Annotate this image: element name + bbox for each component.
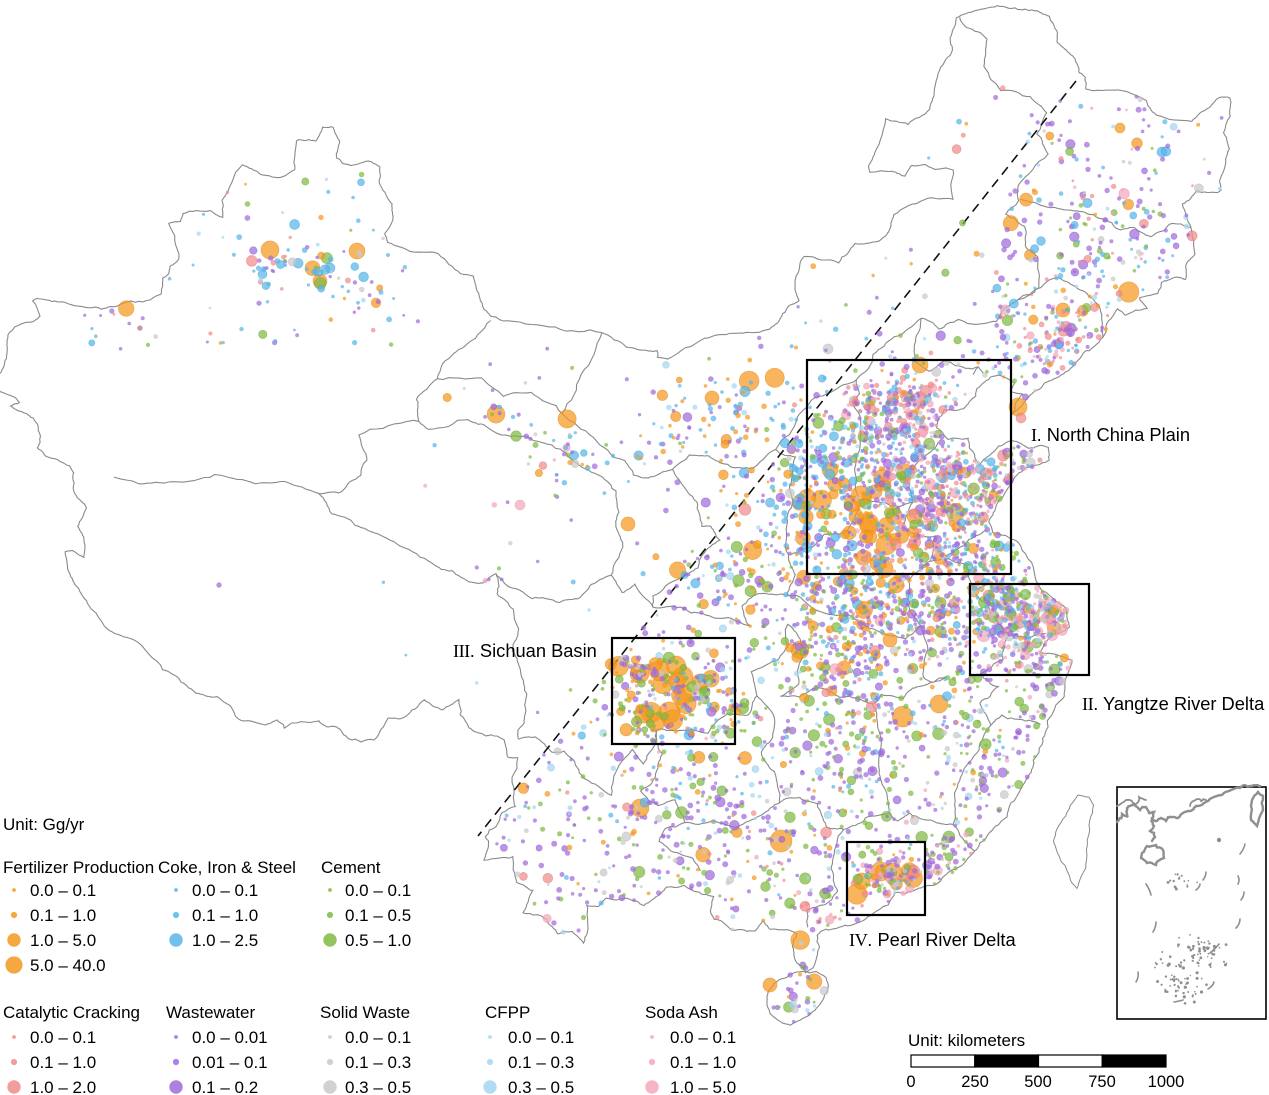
svg-text:0.1 – 1.0: 0.1 – 1.0 <box>192 906 258 925</box>
svg-text:250: 250 <box>961 1073 989 1091</box>
svg-text:IV. Pearl River Delta: IV. Pearl River Delta <box>849 929 1016 950</box>
svg-text:0.0 – 0.1: 0.0 – 0.1 <box>345 1028 411 1047</box>
svg-text:Wastewater: Wastewater <box>166 1003 255 1022</box>
svg-text:0.0 – 0.1: 0.0 – 0.1 <box>345 881 411 900</box>
svg-text:Catalytic Cracking: Catalytic Cracking <box>3 1003 140 1022</box>
svg-text:1.0 – 2.5: 1.0 – 2.5 <box>192 931 258 950</box>
svg-text:II. Yangtze River Delta: II. Yangtze River Delta <box>1082 693 1265 714</box>
svg-text:Solid Waste: Solid Waste <box>320 1003 410 1022</box>
svg-text:0.1 – 1.0: 0.1 – 1.0 <box>30 1053 96 1072</box>
svg-text:I. North China Plain: I. North China Plain <box>1031 424 1190 445</box>
svg-text:1.0 – 2.0: 1.0 – 2.0 <box>30 1078 96 1095</box>
svg-text:0.0 – 0.1: 0.0 – 0.1 <box>30 1028 96 1047</box>
svg-text:5.0 – 40.0: 5.0 – 40.0 <box>30 956 106 975</box>
svg-text:0.0 – 0.01: 0.0 – 0.01 <box>192 1028 268 1047</box>
svg-text:500: 500 <box>1024 1073 1052 1091</box>
svg-text:III. Sichuan Basin: III. Sichuan Basin <box>453 640 597 661</box>
svg-text:0.5 – 1.0: 0.5 – 1.0 <box>345 931 411 950</box>
svg-text:0.0 – 0.1: 0.0 – 0.1 <box>192 881 258 900</box>
svg-text:Soda Ash: Soda Ash <box>645 1003 718 1022</box>
svg-text:0.3 – 0.5: 0.3 – 0.5 <box>345 1078 411 1095</box>
svg-text:0.1 – 1.0: 0.1 – 1.0 <box>30 906 96 925</box>
svg-text:Cement: Cement <box>321 858 381 877</box>
svg-text:0.0 – 0.1: 0.0 – 0.1 <box>670 1028 736 1047</box>
svg-text:1.0 – 5.0: 1.0 – 5.0 <box>30 931 96 950</box>
svg-text:0: 0 <box>906 1073 915 1091</box>
svg-text:1000: 1000 <box>1148 1073 1185 1091</box>
svg-text:0.1 – 0.5: 0.1 – 0.5 <box>345 906 411 925</box>
svg-text:0.0 – 0.1: 0.0 – 0.1 <box>30 881 96 900</box>
svg-text:Fertilizer Production: Fertilizer Production <box>3 858 154 877</box>
svg-text:Unit: Gg/yr: Unit: Gg/yr <box>3 815 85 834</box>
svg-text:0.1 – 0.3: 0.1 – 0.3 <box>345 1053 411 1072</box>
svg-text:0.1 – 0.2: 0.1 – 0.2 <box>192 1078 258 1095</box>
svg-text:0.1 – 0.3: 0.1 – 0.3 <box>508 1053 574 1072</box>
svg-text:0.3 – 0.5: 0.3 – 0.5 <box>508 1078 574 1095</box>
svg-text:CFPP: CFPP <box>485 1003 530 1022</box>
svg-text:Coke, Iron & Steel: Coke, Iron & Steel <box>158 858 296 877</box>
svg-text:0.01 – 0.1: 0.01 – 0.1 <box>192 1053 268 1072</box>
svg-text:0.0 – 0.1: 0.0 – 0.1 <box>508 1028 574 1047</box>
svg-text:1.0 – 5.0: 1.0 – 5.0 <box>670 1078 736 1095</box>
svg-text:0.1 – 1.0: 0.1 – 1.0 <box>670 1053 736 1072</box>
svg-text:Unit: kilometers: Unit: kilometers <box>908 1031 1025 1050</box>
svg-text:750: 750 <box>1088 1073 1116 1091</box>
